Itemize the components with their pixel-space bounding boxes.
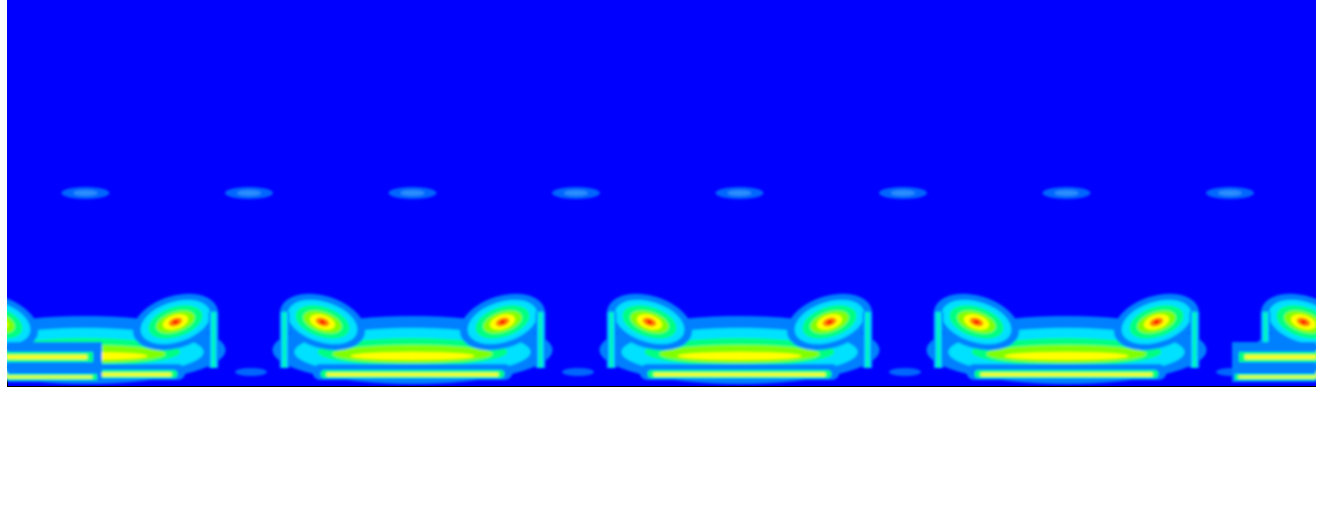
side-loop-leg [283,312,286,368]
side-loop-leg [1193,312,1196,368]
gap-blob [235,368,267,376]
central-band-core [1004,352,1129,360]
side-loop [606,293,693,368]
side-loop [786,293,873,368]
upper-blob-core [1218,190,1242,196]
bottom-band-core [980,373,1153,376]
side-loop-leg [212,312,215,368]
side-loop-contour [499,319,506,325]
edge-band-right-core [1245,355,1316,359]
side-loop-contour [1153,319,1160,325]
bottom-band-core [653,373,826,376]
side-loop [132,293,219,368]
contour-plot [7,0,1316,387]
side-loop [459,293,546,368]
edge-band-core [7,355,87,359]
side-loop-leg [1264,312,1267,368]
upper-blob-core [891,190,915,196]
upper-blob-core [564,190,588,196]
upper-blob-core [237,190,261,196]
side-loop-contour [172,319,179,325]
side-loop-leg [866,312,869,368]
side-loop-leg [937,312,940,368]
side-loop-leg [539,312,542,368]
side-loop-contour [319,319,326,325]
central-band-core [677,352,802,360]
bottom-band-core [326,373,499,376]
gap-blob [562,368,594,376]
gap-blob [889,368,921,376]
side-loop [1113,293,1200,368]
central-band-core [350,352,475,360]
side-loop [7,293,39,351]
side-loop-contour [646,319,653,325]
upper-blob-core [73,190,98,196]
upper-blob-core [400,190,425,196]
side-loop [933,293,1020,368]
side-loop [1260,293,1316,368]
side-loop-contour [826,319,833,325]
upper-blob-core [1054,190,1079,196]
side-loop-contour [973,319,980,325]
edge-bottom-right-core [1239,376,1316,378]
side-loop-contour [1300,319,1307,325]
side-loop-leg [610,312,613,368]
upper-blob-core [727,190,752,196]
contour-field [7,187,1316,384]
side-loop [279,293,366,368]
edge-bottom-core [7,376,92,378]
